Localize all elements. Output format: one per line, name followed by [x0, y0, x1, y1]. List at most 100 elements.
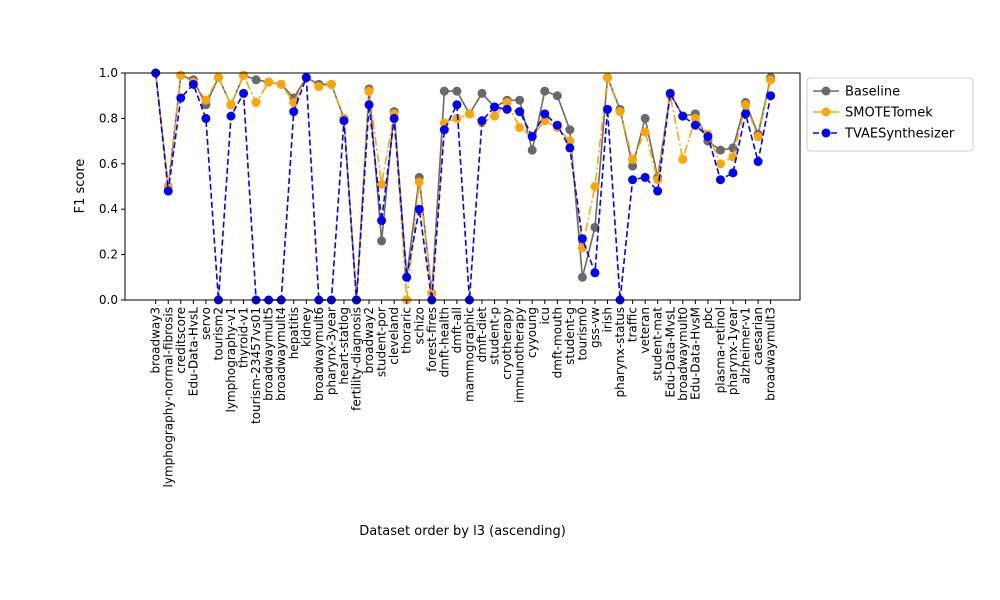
- x-tick-label: kidney: [299, 307, 313, 347]
- data-point: [452, 100, 462, 110]
- axes-layer: 0.00.20.40.60.81.0broadway3lymphography-…: [99, 66, 801, 487]
- data-point: [201, 95, 211, 105]
- data-point: [665, 88, 675, 98]
- data-point: [314, 82, 324, 92]
- data-point: [590, 268, 600, 278]
- x-tick-label: dmft-all: [450, 307, 464, 353]
- x-tick-label: veteran: [638, 307, 652, 353]
- data-point: [414, 204, 424, 214]
- data-point: [201, 113, 211, 123]
- x-tick-label: cryotherapy: [500, 307, 514, 380]
- x-tick-label: schizo: [412, 307, 426, 344]
- data-point: [364, 86, 374, 96]
- data-point: [577, 234, 587, 244]
- x-tick-label: pbc: [701, 307, 715, 329]
- data-point: [464, 109, 474, 119]
- x-tick-label: heart-statlog: [337, 307, 351, 385]
- y-tick-label: 0.2: [99, 248, 118, 262]
- data-point: [176, 93, 186, 103]
- data-point: [728, 168, 738, 178]
- data-point: [176, 70, 186, 80]
- data-point: [690, 120, 700, 130]
- x-tick-label: student-p: [488, 307, 502, 365]
- data-point: [678, 111, 688, 121]
- data-point: [402, 272, 412, 282]
- x-tick-label: broadwaymult5: [262, 307, 276, 401]
- data-point: [540, 109, 550, 119]
- x-tick-label: Edu-Data-HvsL: [186, 307, 200, 396]
- x-tick-label: mammographic: [462, 307, 476, 402]
- x-tick-label: icu: [538, 307, 552, 325]
- x-tick-label: tourism0: [575, 307, 589, 361]
- legend-marker: [821, 128, 831, 138]
- data-point: [565, 143, 575, 153]
- x-tick-label: cyyoung: [525, 307, 539, 358]
- data-point: [628, 161, 638, 171]
- data-point: [377, 179, 387, 189]
- data-point: [653, 186, 663, 196]
- x-tick-label: gss-vw: [588, 307, 602, 348]
- legend: Baseline SMOTETomek TVAESynthesizer: [806, 77, 974, 152]
- data-point: [741, 109, 751, 119]
- data-point: [289, 98, 299, 108]
- data-point: [552, 91, 562, 101]
- data-point: [515, 107, 525, 117]
- data-point: [515, 122, 525, 132]
- data-point: [603, 104, 612, 114]
- data-point: [527, 145, 537, 155]
- y-tick-label: 1.0: [99, 66, 118, 80]
- data-point: [251, 98, 261, 108]
- x-tick-label: dmft-mouth: [550, 307, 564, 378]
- data-point: [490, 111, 500, 121]
- data-point: [640, 127, 650, 137]
- data-point: [251, 75, 261, 85]
- x-tick-label: student-mat: [651, 307, 665, 381]
- data-point: [527, 132, 537, 142]
- x-tick-label: dmft-diet: [475, 307, 489, 363]
- legend-label: Baseline: [845, 85, 900, 100]
- x-tick-label: hepatitis: [287, 307, 301, 359]
- x-tick-label: broadway3: [149, 307, 163, 374]
- data-point: [339, 116, 349, 126]
- series-1: [151, 68, 776, 305]
- data-point: [452, 86, 462, 96]
- x-tick-label: pharynx-1year: [726, 307, 740, 395]
- x-tick-label: Edu-Data-MvsL: [663, 307, 677, 398]
- x-axis-label: Dataset order by l3 (ascending): [359, 524, 566, 539]
- x-tick-label: fertility-diagnosis: [350, 307, 364, 411]
- x-tick-label: lymphography-normal-fibrosis: [161, 307, 175, 487]
- data-point: [577, 272, 587, 282]
- x-tick-label: student-por: [375, 307, 389, 377]
- data-point: [715, 175, 725, 185]
- y-tick-label: 0.0: [99, 293, 118, 307]
- x-tick-label: creditscore: [174, 307, 188, 374]
- data-point: [640, 172, 650, 182]
- data-point: [603, 73, 612, 83]
- x-tick-label: pharynx-status: [613, 307, 627, 398]
- data-point: [477, 116, 487, 126]
- data-point: [515, 95, 525, 105]
- data-point: [276, 79, 286, 89]
- legend-marker: [821, 86, 831, 96]
- series-layer: [151, 68, 776, 305]
- x-tick-label: cleveland: [387, 307, 401, 365]
- x-tick-label: immunotherapy: [513, 307, 527, 403]
- data-point: [490, 102, 500, 112]
- data-point: [188, 79, 198, 89]
- x-tick-label: tourism2: [211, 307, 225, 361]
- series-2: [151, 68, 776, 305]
- data-point: [628, 154, 638, 164]
- legend-label: SMOTETomek: [845, 106, 933, 121]
- data-point: [715, 145, 725, 155]
- data-point: [213, 73, 223, 83]
- x-tick-label: plasma-retinol: [713, 307, 727, 393]
- data-point: [565, 125, 575, 135]
- data-point: [552, 120, 562, 130]
- data-point: [678, 154, 688, 164]
- x-tick-label: broadway2: [362, 307, 376, 374]
- data-point: [753, 157, 763, 167]
- x-tick-label: broadwaymult0: [676, 307, 690, 401]
- data-point: [565, 136, 575, 146]
- x-tick-label: broadwaymult3: [764, 307, 778, 401]
